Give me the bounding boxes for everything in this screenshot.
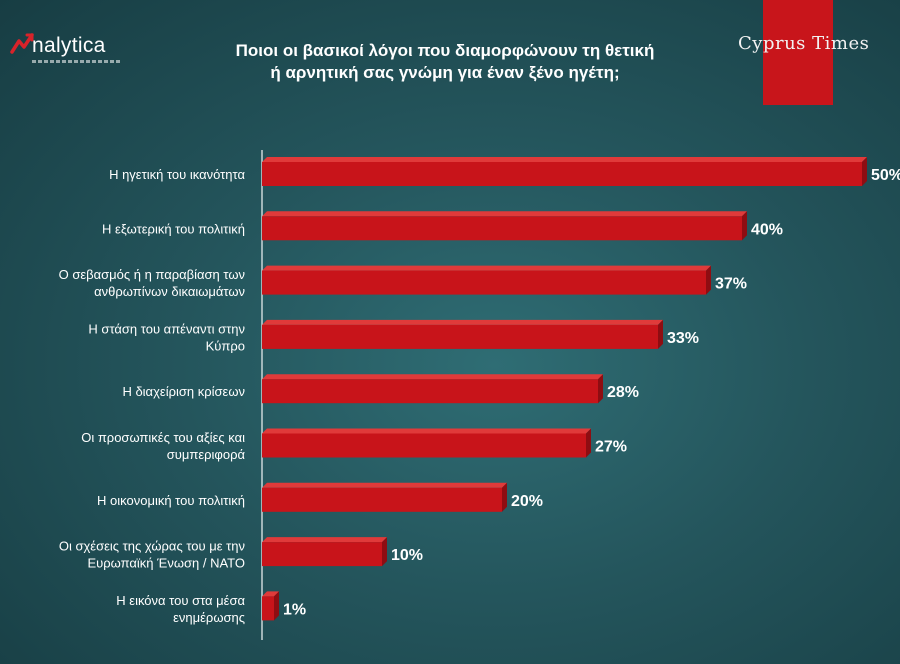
category-label: Η εξωτερική του πολιτική: [102, 221, 245, 236]
category-label-line: Ευρωπαϊκή Ένωση / ΝΑΤΟ: [87, 556, 245, 571]
category-label-line: Ο σεβασμός ή η παραβίαση των: [59, 267, 245, 282]
category-label-line: ενημέρωσης: [173, 610, 245, 625]
bar-side: [382, 537, 387, 567]
bar-top: [262, 211, 747, 217]
chart-title-line-1: Ποιοι οι βασικοί λόγοι που διαμορφώνουν …: [235, 41, 655, 60]
bar-top: [262, 482, 507, 488]
category-label: Οι σχέσεις της χώρας του με την Ευρωπαϊκή…: [59, 539, 245, 571]
chart-title: Ποιοι οι βασικοί λόγοι που διαμορφώνουν …: [175, 40, 715, 84]
bar: [262, 324, 658, 349]
category-label-line: Η εικόνα του στα μέσα: [116, 593, 245, 608]
bar-value-label: 1%: [283, 601, 306, 618]
category-label: Η οικονομική του πολιτική: [97, 493, 245, 508]
bar-side: [274, 591, 279, 621]
bar-group: 33%: [262, 319, 699, 349]
bar-top: [262, 265, 711, 271]
bar-group: 10%: [262, 537, 423, 567]
bar-side: [658, 319, 663, 349]
logo-tagline: [32, 60, 122, 63]
bar-value-label: 10%: [391, 547, 423, 564]
category-label-line: Η οικονομική του πολιτική: [97, 493, 245, 508]
bar-side: [502, 482, 507, 512]
bar-side: [706, 265, 711, 295]
category-label-line: Οι σχέσεις της χώρας του με την: [59, 539, 245, 554]
bar-group: 1%: [262, 591, 306, 621]
bar-value-label: 33%: [667, 330, 699, 347]
bar-group: 50%: [262, 157, 900, 186]
bar: [262, 596, 274, 621]
category-label-line: Οι προσωπικές του αξίες και: [81, 430, 245, 445]
category-label-line: Η εξωτερική του πολιτική: [102, 221, 245, 236]
bar: [262, 379, 598, 404]
bar-top: [262, 374, 603, 380]
chart-title-line-2: ή αρνητική σας γνώμη για έναν ξένο ηγέτη…: [270, 63, 620, 82]
bar: [262, 433, 586, 458]
bar-value-label: 20%: [511, 493, 543, 510]
bar-top: [262, 537, 387, 543]
bar: [262, 270, 706, 295]
brand-ribbon: [763, 0, 833, 105]
category-label: Οι προσωπικές του αξίες και συμπεριφορά: [81, 430, 245, 462]
category-label-line: συμπεριφορά: [167, 447, 246, 462]
bar: [262, 162, 862, 186]
category-label-line: Η διαχείριση κρίσεων: [122, 384, 245, 399]
bar-side: [742, 211, 747, 241]
category-label: Η στάση του απέναντι στην Κύπρο: [88, 321, 245, 353]
bar-side: [586, 428, 591, 458]
bar-value-label: 40%: [751, 221, 783, 238]
category-label-line: Η στάση του απέναντι στην: [88, 321, 245, 336]
logo-text: nalytica: [32, 34, 106, 57]
bar-value-label: 37%: [715, 276, 747, 293]
bar-top: [262, 319, 663, 325]
analytica-logo: nalytica: [10, 30, 122, 70]
bar-group: 20%: [262, 482, 543, 512]
brand-name: Cyprus Times: [738, 33, 870, 54]
bar-value-label: 27%: [595, 439, 627, 456]
category-label: Ο σεβασμός ή η παραβίαση των ανθρωπίνων δ…: [59, 267, 245, 299]
bar-value-label: 50%: [871, 167, 900, 184]
bar: [262, 487, 502, 512]
bar-group: 40%: [262, 211, 783, 241]
bar: [262, 542, 382, 567]
bar-group: 27%: [262, 428, 627, 458]
bar-side: [862, 157, 867, 186]
bar-group: 28%: [262, 374, 639, 404]
bar-value-label: 28%: [607, 384, 639, 401]
bar-top: [262, 428, 591, 434]
category-label-line: Η ηγετική του ικανότητα: [109, 167, 245, 182]
bar-top: [262, 591, 279, 597]
category-label-line: Κύπρο: [206, 338, 245, 353]
bar-side: [598, 374, 603, 404]
category-label: Η ηγετική του ικανότητα: [109, 167, 245, 182]
bar: [262, 216, 742, 241]
category-label: Η διαχείριση κρίσεων: [122, 384, 245, 399]
category-label: Η εικόνα του στα μέσα ενημέρωσης: [116, 593, 245, 625]
analytica-logo-icon: [10, 33, 34, 54]
bar-top: [262, 157, 867, 162]
category-label-line: ανθρωπίνων δικαιωμάτων: [94, 284, 245, 299]
bar-group: 37%: [262, 265, 747, 295]
